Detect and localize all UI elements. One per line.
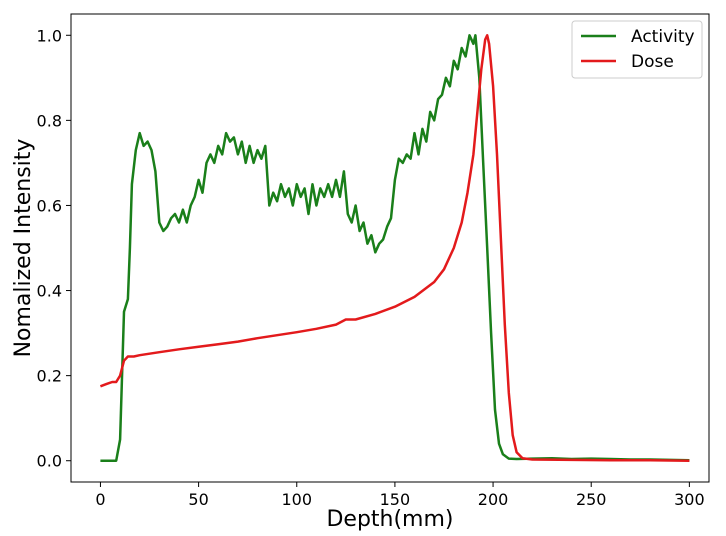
x-axis-label: Depth(mm) [326,507,453,532]
plot-frame [70,13,710,483]
series-line-dose [99,34,690,462]
y-tick-label: 0.6 [37,196,62,215]
y-axis-label: Nomalized Intensity [11,139,36,358]
plot-area [70,13,710,483]
y-tick-label: 0.0 [37,452,62,471]
y-tick-label: 0.8 [37,111,62,130]
x-tick-label: 200 [478,490,509,509]
x-tick-label: 100 [281,490,312,509]
legend: Activity Dose [571,20,703,79]
y-tick-label: 0.2 [37,367,62,386]
x-tick-label: 250 [576,490,607,509]
x-tick-label: 0 [95,490,105,509]
legend-label-dose: Dose [631,52,674,72]
y-tick-label: 1.0 [37,26,62,45]
legend-label-activity: Activity [631,27,695,47]
ticks: 0 50 100 150 200 250 300 0.0 0.2 0.4 0.6 0.8 1.0 [37,26,705,509]
x-tick-label: 150 [380,490,411,509]
x-tick-label: 300 [674,490,705,509]
series-line-activity [100,34,690,462]
y-tick-label: 0.4 [37,282,62,301]
x-tick-label: 50 [188,490,208,509]
